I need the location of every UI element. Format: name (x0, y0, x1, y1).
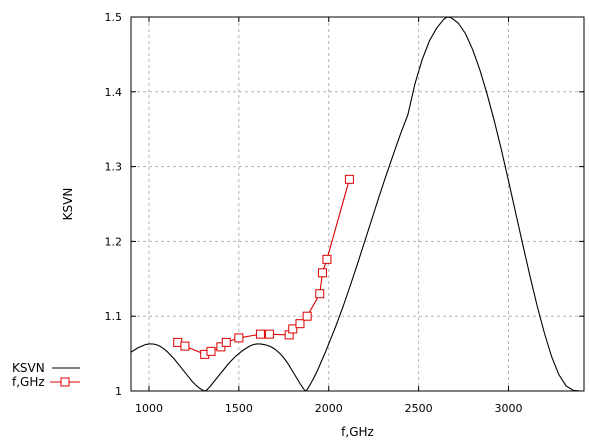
data-point-fghz (344, 174, 354, 184)
y-tick-label: 1.4 (105, 86, 123, 99)
plot-area-series (131, 17, 584, 391)
x-tick-label: 3000 (495, 402, 523, 415)
x-axis-label: f,GHz (341, 425, 374, 439)
legend-marker-fghz (60, 377, 70, 387)
y-tick-label: 1.2 (105, 235, 123, 248)
x-tick-label: 1500 (225, 402, 253, 415)
data-point-fghz (234, 333, 244, 343)
data-point-fghz (322, 254, 332, 264)
data-point-fghz (288, 324, 298, 334)
data-point-fghz (302, 311, 312, 321)
y-tick-label: 1.3 (105, 161, 123, 174)
x-tick-label: 2000 (315, 402, 343, 415)
data-point-fghz (221, 337, 231, 347)
y-axis-label: KSVN (61, 188, 75, 221)
plot-frame (130, 16, 585, 392)
data-point-fghz (317, 268, 327, 278)
legend-label-fghz: f,GHz (12, 375, 45, 389)
legend: KSVN f,GHz (12, 361, 80, 389)
y-tick-label: 1.5 (105, 11, 123, 24)
data-point-fghz (315, 289, 325, 299)
data-point-fghz (295, 319, 305, 329)
axis-ticks: 1000 1500 2000 2500 3000 1 1.1 1.2 1.3 1.4 1.5 (105, 11, 584, 415)
data-point-fghz (180, 341, 190, 351)
grid (131, 16, 584, 392)
legend-label-ksvn: KSVN (12, 361, 45, 375)
y-tick-label: 1 (115, 385, 122, 398)
data-point-fghz (264, 329, 274, 339)
x-tick-label: 1000 (135, 402, 163, 415)
x-tick-label: 2500 (405, 402, 433, 415)
data-point-fghz (255, 329, 265, 339)
y-tick-label: 1.1 (105, 310, 123, 323)
series-line-ksvn (131, 17, 584, 391)
data-point-fghz (206, 346, 216, 356)
